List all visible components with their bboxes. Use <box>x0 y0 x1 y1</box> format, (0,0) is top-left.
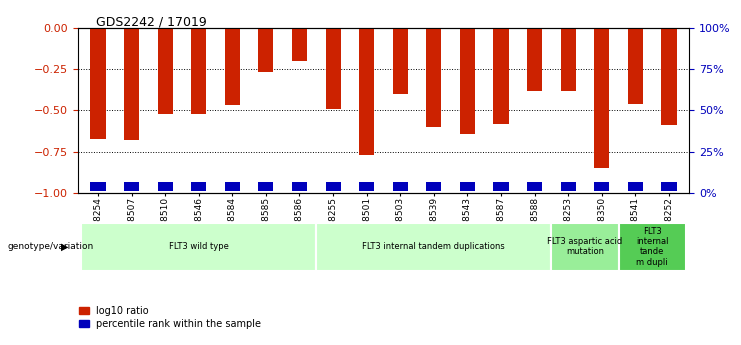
Text: FLT3
internal
tande
m dupli: FLT3 internal tande m dupli <box>636 227 668 267</box>
Bar <box>124 28 139 140</box>
Bar <box>90 183 105 191</box>
Bar <box>426 28 442 127</box>
Bar <box>225 28 240 106</box>
Bar <box>158 183 173 191</box>
Bar <box>594 28 609 168</box>
Bar <box>359 28 374 155</box>
Text: genotype/variation: genotype/variation <box>7 242 93 251</box>
Bar <box>662 183 677 191</box>
Bar <box>494 28 508 124</box>
Bar <box>619 223 685 271</box>
Bar <box>393 183 408 191</box>
Text: FLT3 aspartic acid
mutation: FLT3 aspartic acid mutation <box>548 237 622 256</box>
Bar <box>460 28 475 134</box>
Bar <box>316 223 551 271</box>
Bar <box>561 28 576 90</box>
Bar <box>426 183 442 191</box>
Bar <box>628 183 643 191</box>
Bar <box>225 183 240 191</box>
Bar <box>527 28 542 90</box>
Bar <box>259 28 273 72</box>
Bar <box>460 183 475 191</box>
Bar <box>527 183 542 191</box>
Bar <box>82 223 316 271</box>
Bar <box>259 183 273 191</box>
Bar <box>662 28 677 125</box>
Text: GDS2242 / 17019: GDS2242 / 17019 <box>96 16 207 29</box>
Bar <box>191 183 206 191</box>
Bar <box>325 28 341 109</box>
Bar <box>359 183 374 191</box>
Bar <box>551 223 619 271</box>
Text: FLT3 wild type: FLT3 wild type <box>169 242 229 251</box>
Text: ▶: ▶ <box>61 242 68 252</box>
Bar <box>292 28 307 61</box>
Bar <box>158 28 173 114</box>
Bar <box>494 183 508 191</box>
Bar <box>594 183 609 191</box>
Bar <box>393 28 408 94</box>
Bar <box>561 183 576 191</box>
Legend: log10 ratio, percentile rank within the sample: log10 ratio, percentile rank within the … <box>79 306 262 329</box>
Bar <box>628 28 643 104</box>
Bar <box>124 183 139 191</box>
Text: FLT3 internal tandem duplications: FLT3 internal tandem duplications <box>362 242 505 251</box>
Bar <box>191 28 206 114</box>
Bar <box>325 183 341 191</box>
Bar <box>292 183 307 191</box>
Bar <box>90 28 105 139</box>
